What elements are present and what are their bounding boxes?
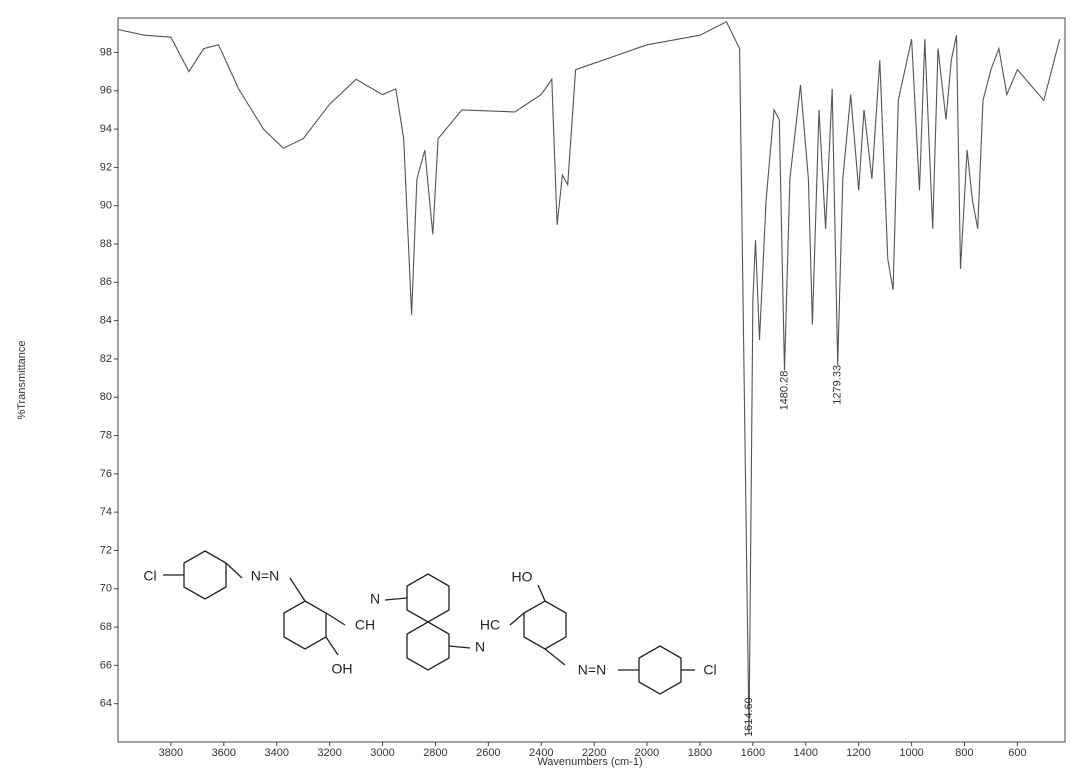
y-tick-label: 92 (100, 161, 112, 173)
x-tick-label: 2800 (423, 747, 447, 759)
y-tick-label: 86 (100, 276, 112, 288)
y-tick-label: 82 (100, 353, 112, 365)
peak-label: 1279.33 (832, 365, 844, 405)
spectrum-line (117, 21, 1061, 735)
y-tick-label: 88 (100, 238, 112, 250)
peak-label: 1614.60 (743, 697, 755, 737)
x-tick-label: 1600 (741, 747, 765, 759)
x-tick-label: 1400 (794, 747, 818, 759)
x-tick-label: 2000 (635, 747, 659, 759)
y-tick-label: 76 (100, 468, 112, 480)
atom-label: CH (355, 617, 375, 633)
x-tick-label: 600 (1008, 747, 1026, 759)
x-tick-label: 1200 (846, 747, 870, 759)
y-tick-label: 94 (100, 123, 112, 135)
y-tick-label: 78 (100, 429, 112, 441)
y-axis-title: %Transmittance (16, 340, 28, 419)
x-tick-label: 800 (955, 747, 973, 759)
y-tick-label: 64 (100, 698, 112, 710)
y-tick-label: 96 (100, 85, 112, 97)
atom-label: Cl (143, 568, 156, 584)
y-tick-label: 98 (100, 46, 112, 58)
y-tick-label: 68 (100, 621, 112, 633)
y-tick-label: 66 (100, 659, 112, 671)
structure: Cl N=N N CH OH N HC HO N=N Cl (143, 550, 717, 695)
x-tick-label: 2200 (582, 747, 606, 759)
y-tick-label: 72 (100, 544, 112, 556)
y-tick-label: 80 (100, 391, 112, 403)
atom-label: Cl (703, 662, 716, 678)
x-tick-label: 3800 (159, 747, 183, 759)
y-tick-label: 84 (100, 315, 112, 327)
x-tick-label: 3200 (317, 747, 341, 759)
x-tick-label: 2600 (476, 747, 500, 759)
atom-label: N (370, 591, 380, 607)
y-tick-label: 70 (100, 583, 112, 595)
atom-label: N (475, 639, 485, 655)
x-tick-label: 1800 (688, 747, 712, 759)
atom-label: N=N (578, 662, 606, 678)
atom-label: OH (332, 661, 353, 677)
atom-label: HO (512, 569, 533, 585)
atom-label: HC (480, 617, 500, 633)
y-tick-label: 74 (100, 506, 112, 518)
plot-frame (117, 17, 1066, 743)
x-axis-title: Wavenumbers (cm-1) (537, 756, 642, 768)
y-tick-label: 90 (100, 200, 112, 212)
x-tick-label: 3000 (370, 747, 394, 759)
x-tick-label: 1000 (899, 747, 923, 759)
x-tick-label: 3400 (264, 747, 288, 759)
x-tick-label: 2400 (529, 747, 553, 759)
x-tick-label: 3600 (212, 747, 236, 759)
peak-label: 1480.28 (778, 371, 790, 411)
atom-label: N=N (251, 568, 279, 584)
